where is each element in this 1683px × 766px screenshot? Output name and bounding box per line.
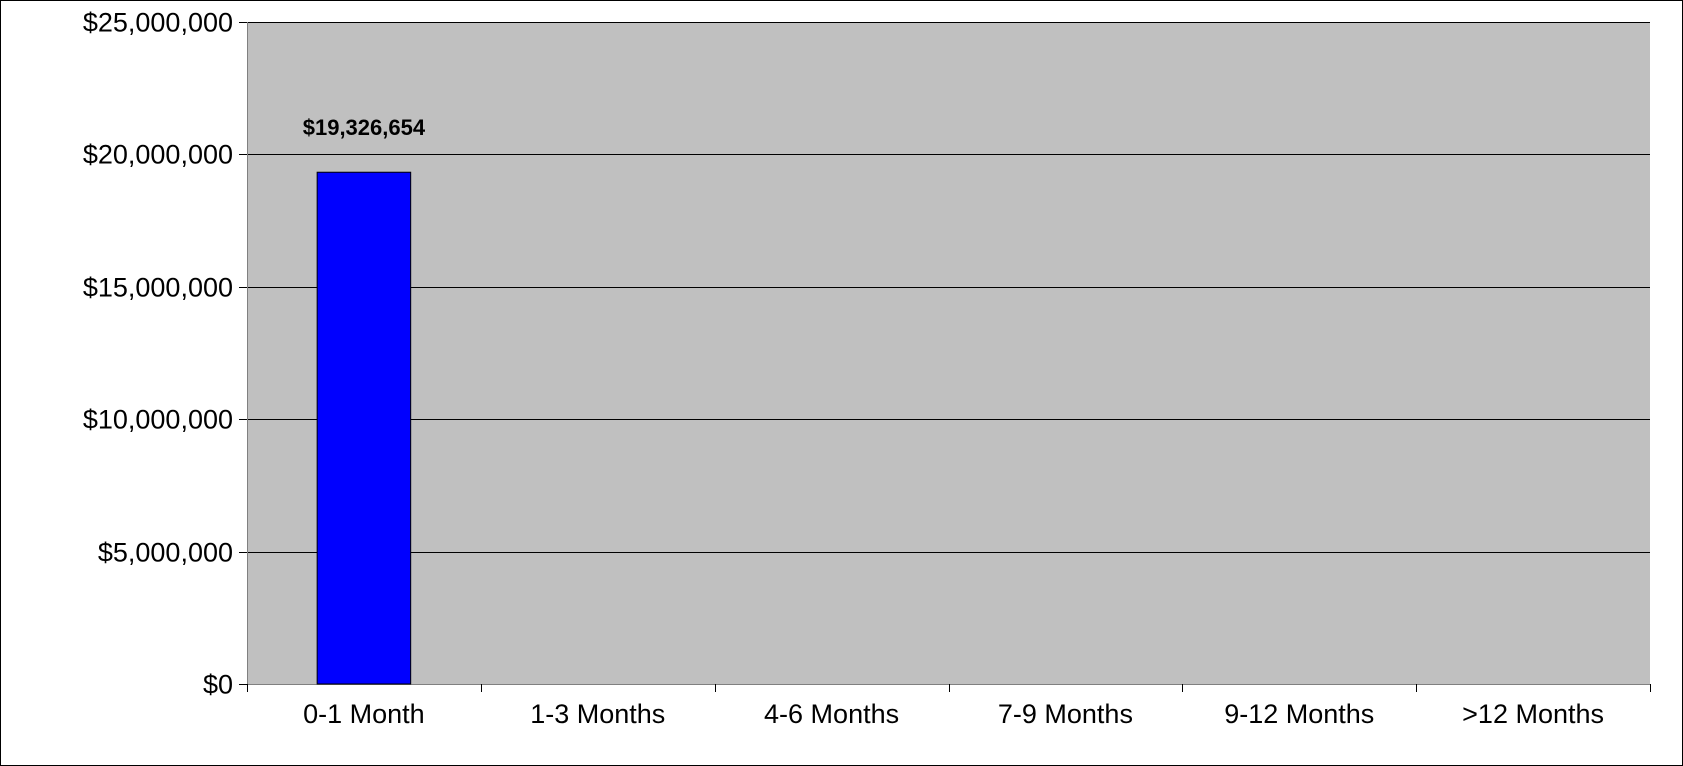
plot-area: [247, 22, 1650, 684]
y-tick-label: $0: [203, 670, 233, 700]
x-tick-label: 7-9 Months: [998, 699, 1133, 729]
x-tick-label: >12 Months: [1462, 699, 1604, 729]
y-tick-label: $5,000,000: [98, 538, 233, 568]
x-tick-label: 1-3 Months: [530, 699, 665, 729]
y-tick-label: $15,000,000: [83, 273, 233, 303]
data-label: $19,326,654: [303, 115, 426, 140]
x-tick-label: 0-1 Month: [303, 699, 425, 729]
y-tick-label: $25,000,000: [83, 8, 233, 38]
x-tick-label: 9-12 Months: [1224, 699, 1374, 729]
x-tick-label: 4-6 Months: [764, 699, 899, 729]
y-tick-label: $10,000,000: [83, 405, 233, 435]
y-tick-label: $20,000,000: [83, 140, 233, 170]
bar: [316, 171, 412, 685]
